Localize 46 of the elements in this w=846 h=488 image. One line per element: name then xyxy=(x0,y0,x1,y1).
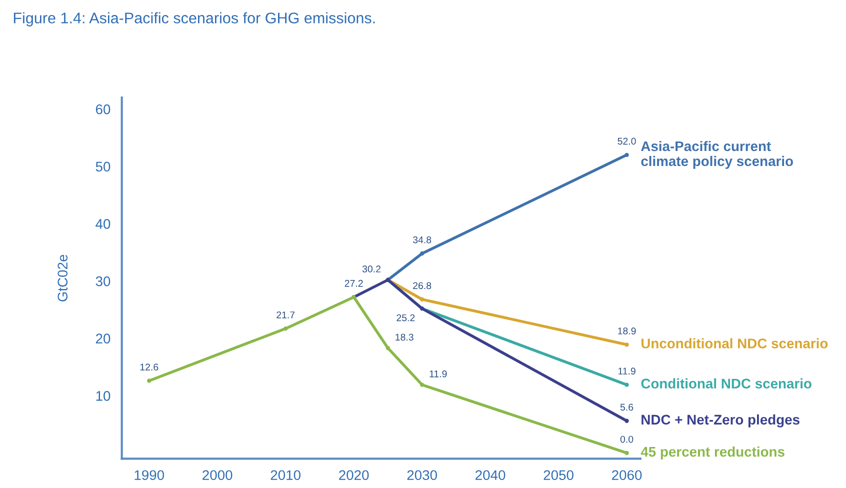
point xyxy=(624,450,629,456)
point xyxy=(147,378,152,383)
y-tick-label: 20 xyxy=(96,334,110,344)
x-tick-label: 2050 xyxy=(544,470,574,480)
point xyxy=(386,346,390,350)
point xyxy=(420,382,424,387)
data-label: 27.2 xyxy=(344,280,363,287)
x-tick-label: 2010 xyxy=(270,470,300,480)
data-label: 11.9 xyxy=(618,368,636,375)
series-label: Asia-Pacific current climate policy scenario xyxy=(641,140,793,169)
data-label: 18.3 xyxy=(396,334,414,341)
series-label: NDC + Net-Zero pledges xyxy=(642,414,800,428)
data-label: 0.0 xyxy=(620,436,634,443)
data-label: 11.9 xyxy=(430,370,447,378)
point xyxy=(624,382,629,387)
point xyxy=(624,342,629,347)
data-label: 12.6 xyxy=(140,364,158,371)
y-axis-title: GtC02e xyxy=(58,254,68,302)
data-label: 25.2 xyxy=(396,314,415,322)
y-tick-label: 60 xyxy=(96,104,110,114)
data-label: 26.8 xyxy=(413,282,432,290)
x-tick-label: 2020 xyxy=(339,470,369,480)
data-label: 52.0 xyxy=(618,138,636,145)
point xyxy=(420,297,424,302)
x-tick-label: 2030 xyxy=(407,470,437,480)
point xyxy=(624,152,629,158)
data-label: 30.2 xyxy=(362,266,381,272)
data-label: 34.8 xyxy=(412,236,432,244)
series-label: Conditional NDC scenario xyxy=(641,378,812,389)
data-label: 21.7 xyxy=(276,311,295,318)
series-label: Unconditional NDC scenario xyxy=(641,338,828,348)
y-tick-label: 30 xyxy=(96,276,110,286)
x-tick-label: 2040 xyxy=(476,470,506,480)
y-tick-label: 40 xyxy=(96,219,110,229)
y-tick-label: 10 xyxy=(96,391,110,401)
x-tick-label: 2060 xyxy=(612,470,642,480)
series-label: 45 percent reductions xyxy=(640,446,784,460)
point xyxy=(624,418,629,423)
x-tick-label: 2000 xyxy=(202,470,232,480)
y-tick-label: 50 xyxy=(96,162,110,172)
point xyxy=(420,251,424,256)
data-label: 5.6 xyxy=(620,404,634,411)
point xyxy=(284,326,288,331)
chart-title: Figure 1.4: Asia-Pacific scenarios for GHG emissions. xyxy=(14,12,375,26)
data-label: 18.9 xyxy=(618,328,636,334)
x-tick-label: 1990 xyxy=(134,470,164,480)
